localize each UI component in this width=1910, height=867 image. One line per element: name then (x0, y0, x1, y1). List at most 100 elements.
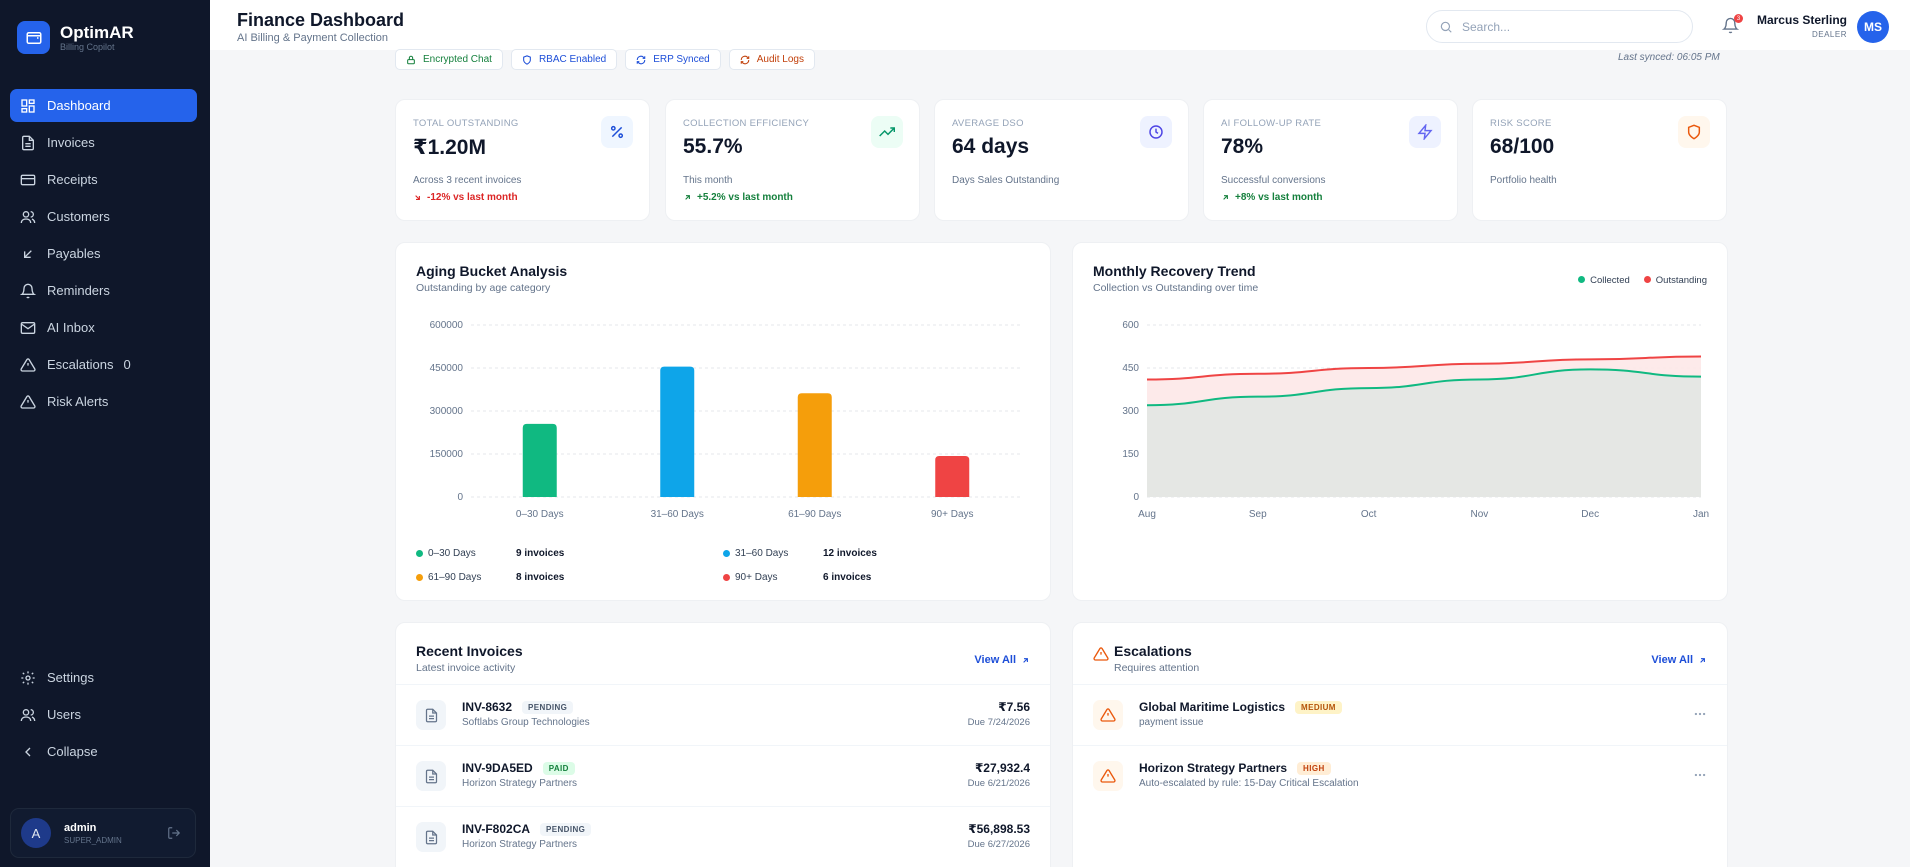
gear-icon (21, 670, 35, 685)
escalation-row[interactable]: Global Maritime Logistics MEDIUM payment … (1073, 684, 1727, 745)
chip-label: Audit Logs (756, 54, 804, 65)
kpi-card-total-outstanding[interactable]: TOTAL OUTSTANDING ₹1.20M Across 3 recent… (395, 99, 650, 221)
brand-name: OptimAR (60, 22, 134, 42)
sidebar-item-receipts[interactable]: Receipts (10, 163, 197, 196)
bar (522, 423, 557, 497)
sidebar-item-escalations[interactable]: Escalations 0 (10, 348, 197, 381)
kpi-trend-text: +5.2% vs last month (697, 192, 793, 203)
y-tick-label: 600000 (430, 320, 464, 331)
sidebar-item-label: AI Inbox (47, 320, 95, 335)
sidebar-collapse-button[interactable]: Collapse (10, 735, 197, 768)
panel-title: Monthly Recovery Trend (1093, 263, 1256, 279)
arrow-up-right-icon (685, 195, 690, 200)
invoice-row[interactable]: INV-9DA5ED PAID Horizon Strategy Partners… (396, 745, 1050, 806)
series-area (1147, 369, 1701, 497)
view-all-escalations-link[interactable]: View All (1651, 654, 1707, 666)
y-tick-label: 150000 (430, 449, 464, 460)
view-all-invoices-link[interactable]: View All (974, 654, 1030, 666)
panel-title: Recent Invoices (416, 643, 523, 659)
sidebar-item-dashboard[interactable]: Dashboard (10, 89, 197, 122)
sidebar-item-payables[interactable]: Payables (10, 237, 197, 270)
sidebar-item-label: Users (47, 707, 81, 722)
alert-triangle-icon (1093, 761, 1123, 791)
sidebar-item-settings[interactable]: Settings (10, 661, 197, 694)
legend-swatch (1643, 276, 1651, 283)
legend-label: 61–90 Days (428, 572, 482, 583)
escalation-customer: Horizon Strategy Partners HIGH (1139, 761, 1331, 775)
sidebar-item-label: Escalations (47, 357, 114, 372)
legend-label: 31–60 Days (735, 548, 789, 559)
sidebar-item-label: Dashboard (47, 98, 111, 113)
invoice-id: INV-9DA5ED PAID (462, 761, 575, 775)
kpi-card-collection-efficiency[interactable]: COLLECTION EFFICIENCY 55.7% This month +… (665, 99, 920, 221)
sidebar-item-reminders[interactable]: Reminders (10, 274, 197, 307)
invoice-row[interactable]: INV-F802CA PENDING Horizon Strategy Partn… (396, 806, 1050, 867)
kpi-value: 64 days (952, 135, 1030, 158)
legend-item: 31–60 Days (723, 548, 788, 559)
status-badge: PENDING (522, 701, 574, 714)
kpi-label: AI FOLLOW-UP RATE (1221, 118, 1322, 129)
panel-subtitle: Collection vs Outstanding over time (1093, 282, 1259, 294)
recovery-area-chart: 600 450 300 150 0 Aug Sep Oct Nov Dec Jan (1122, 320, 1709, 520)
sidebar-item-customers[interactable]: Customers (10, 200, 197, 233)
arrow-down-left-icon (24, 249, 32, 258)
brand-tagline: Billing Copilot (60, 41, 115, 52)
kpi-card-ai-follow-up-rate[interactable]: AI FOLLOW-UP RATE 78% Successful convers… (1203, 99, 1458, 221)
sidebar-user-card[interactable]: A admin SUPER_ADMIN (10, 808, 196, 858)
more-options-icon[interactable] (1693, 707, 1707, 721)
kpi-subtext: Portfolio health (1490, 175, 1557, 186)
y-tick-label: 0 (457, 492, 463, 503)
user-name: admin (64, 821, 97, 834)
chip-erp-synced[interactable]: ERP Synced (625, 49, 721, 70)
credit-card-icon (20, 174, 36, 185)
kpi-label: RISK SCORE (1490, 118, 1552, 129)
chip-rbac-enabled[interactable]: RBAC Enabled (510, 49, 618, 70)
escalation-description: Auto-escalated by rule: 15-Day Critical … (1139, 778, 1359, 789)
y-tick-label: 450000 (430, 363, 464, 374)
last-synced-text: Last synced: 06:05 PM (1618, 52, 1720, 63)
mail-icon (20, 321, 36, 334)
brand[interactable]: OptimAR Billing Copilot (17, 21, 134, 54)
search-box[interactable] (1426, 10, 1693, 43)
legend-count: 12 invoices (823, 548, 877, 559)
kpi-subtext: Successful conversions (1221, 175, 1326, 186)
bell-icon (20, 283, 36, 298)
escalations-panel: Escalations Requires attention View All … (1072, 622, 1728, 867)
invoice-amount: ₹27,932.4 (974, 761, 1030, 775)
notification-bell-icon[interactable] (1722, 17, 1739, 34)
kpi-card-risk-score[interactable]: RISK SCORE 68/100 Portfolio health (1472, 99, 1727, 221)
escalation-row[interactable]: Horizon Strategy Partners HIGH Auto-escal… (1073, 745, 1727, 806)
sidebar-item-risk-alerts[interactable]: Risk Alerts (10, 385, 197, 418)
arrow-up-right-icon (1023, 657, 1028, 663)
invoice-due-date: Due 6/21/2026 (967, 778, 1030, 789)
sidebar-item-invoices[interactable]: Invoices (10, 126, 197, 159)
kpi-subtext: Across 3 recent invoices (413, 175, 522, 186)
invoice-due-date: Due 6/27/2026 (967, 839, 1030, 850)
kpi-card-average-dso[interactable]: AVERAGE DSO 64 days Days Sales Outstandi… (934, 99, 1189, 221)
invoice-row[interactable]: INV-8632 PENDING Softlabs Group Technolog… (396, 684, 1050, 745)
percent-icon (601, 116, 633, 148)
legend-item: 90+ Days (723, 572, 778, 583)
header-user-name: Marcus Sterling (1756, 13, 1847, 27)
page-title: Finance Dashboard (237, 10, 405, 30)
legend-swatch (416, 574, 423, 581)
chip-encrypted-chat[interactable]: Encrypted Chat (395, 49, 503, 70)
more-options-icon[interactable] (1693, 768, 1707, 782)
severity-badge: MEDIUM (1295, 701, 1342, 714)
search-input[interactable] (1462, 19, 1682, 34)
bar (797, 393, 832, 497)
dashboard-icon (21, 98, 35, 113)
legend-label: Outstanding (1655, 275, 1707, 286)
sidebar-item-users[interactable]: Users (10, 698, 197, 731)
chip-audit-logs[interactable]: Audit Logs (728, 49, 815, 70)
legend-swatch (723, 550, 730, 557)
lock-icon (407, 55, 415, 64)
invoice-id: INV-8632 PENDING (462, 700, 574, 714)
x-tick-label: Oct (1361, 509, 1377, 520)
sidebar-item-ai-inbox[interactable]: AI Inbox (10, 311, 197, 344)
kpi-trend-text: -12% vs last month (427, 192, 518, 203)
file-icon (416, 761, 446, 791)
file-icon (22, 135, 34, 150)
avatar[interactable]: MS (1857, 11, 1889, 43)
logout-icon[interactable] (167, 826, 181, 840)
